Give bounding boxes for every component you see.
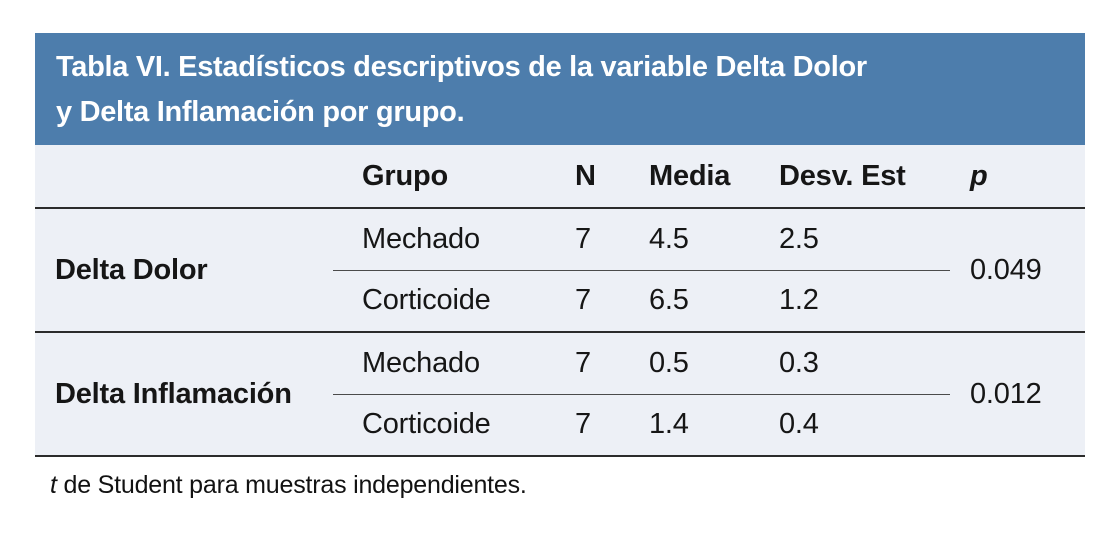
cell-n: 7 [555, 332, 629, 395]
table-row: Corticoide 7 1.4 0.4 [35, 394, 1085, 457]
table-row: Delta Inflamación Mechado 7 0.5 0.3 0.01… [35, 332, 1085, 457]
cell-n: 7 [555, 270, 629, 333]
table-title-bar: Tabla VI. Estadísticos descriptivos de l… [35, 33, 1085, 145]
cell-media: 0.5 [629, 332, 759, 395]
variable-label-delta-inflamacion: Delta Inflamación [35, 332, 333, 457]
cell-grupo: Mechado [333, 332, 555, 395]
cell-grupo: Corticoide [333, 270, 555, 333]
cell-p-value: 0.049 [950, 208, 1085, 333]
footnote-text: de Student para muestras independientes. [56, 471, 527, 499]
variable-label-delta-dolor: Delta Dolor [35, 208, 333, 333]
table-title-line-1: Tabla VI. Estadísticos descriptivos de l… [56, 51, 867, 83]
section-delta-inflamacion: Delta Inflamación Mechado 7 0.5 0.3 0.01… [35, 332, 1085, 457]
column-header-n: N [555, 145, 629, 209]
cell-desv-est: 2.5 [759, 208, 950, 271]
column-header-variable [35, 145, 333, 209]
column-header-p: p [950, 145, 1085, 209]
cell-grupo: Corticoide [333, 394, 555, 457]
column-header-media: Media [629, 145, 759, 209]
section-delta-dolor: Delta Dolor Mechado 7 4.5 2.5 0.049 Cort… [35, 208, 1085, 333]
cell-grupo: Mechado [333, 208, 555, 271]
cell-desv-est: 0.4 [759, 394, 950, 457]
cell-desv-est: 1.2 [759, 270, 950, 333]
cell-n: 7 [555, 394, 629, 457]
table-footnote: t de Student para muestras independiente… [35, 471, 1085, 500]
column-header-row: Grupo N Media Desv. Est p [35, 145, 1085, 209]
footnote-stat-symbol: t [50, 471, 57, 499]
cell-media: 6.5 [629, 270, 759, 333]
table-panel: Tabla VI. Estadísticos descriptivos de l… [35, 33, 1085, 500]
column-header-desv-est: Desv. Est [759, 145, 950, 209]
table-title-line-2: y Delta Inflamación por grupo. [56, 96, 465, 128]
cell-desv-est: 0.3 [759, 332, 950, 395]
table-row: Corticoide 7 6.5 1.2 [35, 270, 1085, 333]
cell-media: 4.5 [629, 208, 759, 271]
table-row: Delta Dolor Mechado 7 4.5 2.5 0.049 [35, 208, 1085, 333]
column-header-grupo: Grupo [333, 145, 555, 209]
statistics-table: Grupo N Media Desv. Est p Delta Dolor Me… [35, 145, 1085, 457]
cell-p-value: 0.012 [950, 332, 1085, 457]
cell-n: 7 [555, 208, 629, 271]
cell-media: 1.4 [629, 394, 759, 457]
